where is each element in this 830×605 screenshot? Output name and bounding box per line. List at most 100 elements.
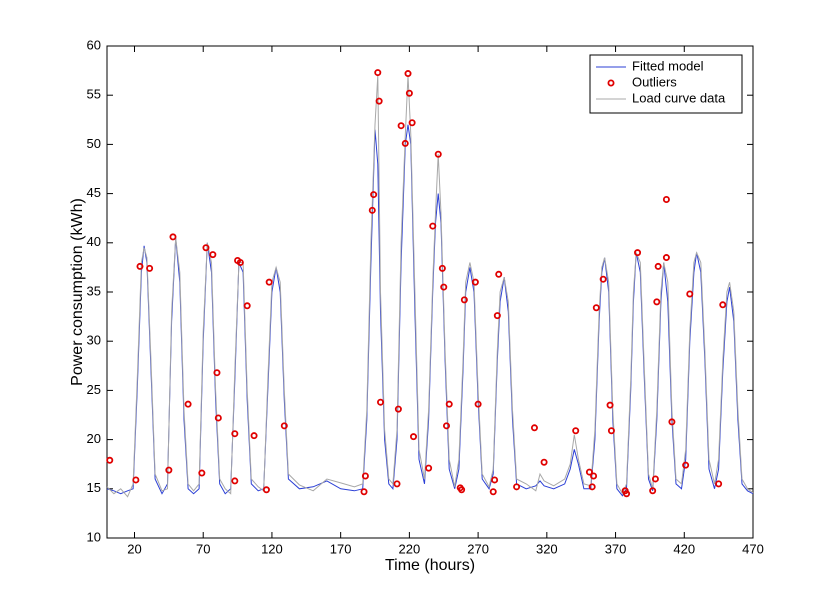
x-tick-label: 170 xyxy=(330,541,352,556)
outlier-marker xyxy=(649,487,657,495)
y-tick-label: 10 xyxy=(87,529,101,544)
outlier-marker xyxy=(213,369,221,377)
outlier-marker xyxy=(668,418,676,426)
outlier-marker xyxy=(360,488,368,496)
outlier-marker xyxy=(408,119,416,127)
outlier-marker xyxy=(572,427,580,435)
outlier-marker xyxy=(445,400,453,408)
outlier-marker xyxy=(513,483,521,491)
y-tick-label: 60 xyxy=(87,37,101,52)
outlier-marker xyxy=(493,312,501,320)
outlier-marker xyxy=(280,422,288,430)
y-tick-label: 45 xyxy=(87,185,101,200)
outlier-marker xyxy=(375,97,383,105)
outlier-marker xyxy=(590,472,598,480)
y-tick-label: 50 xyxy=(87,136,101,151)
outlier-marker xyxy=(231,430,239,438)
outlier-marker xyxy=(599,275,607,283)
outlier-marker xyxy=(585,468,593,476)
outlier-marker xyxy=(474,400,482,408)
outlier-marker xyxy=(495,270,503,278)
outlier-marker xyxy=(410,433,418,441)
outlier-marker xyxy=(425,464,433,472)
x-tick-label: 420 xyxy=(673,541,695,556)
y-tick-label: 55 xyxy=(87,87,101,102)
outlier-marker xyxy=(662,254,670,262)
outlier-marker xyxy=(214,414,222,422)
outlier-marker xyxy=(682,461,690,469)
outlier-marker xyxy=(592,304,600,312)
outlier-marker xyxy=(440,283,448,291)
legend-label: Load curve data xyxy=(632,90,726,105)
outlier-marker xyxy=(405,89,413,97)
outlier-marker xyxy=(368,206,376,214)
outlier-marker xyxy=(165,466,173,474)
outlier-marker xyxy=(429,222,437,230)
outlier-marker xyxy=(471,278,479,286)
outlier-marker xyxy=(236,258,244,266)
outlier-marker xyxy=(588,483,596,491)
legend-label: Outliers xyxy=(632,74,677,89)
outlier-marker xyxy=(654,262,662,270)
y-tick-label: 30 xyxy=(87,333,101,348)
legend-label: Fitted model xyxy=(632,58,704,73)
outlier-marker xyxy=(651,475,659,483)
outlier-marker xyxy=(106,456,114,464)
outlier-marker xyxy=(374,69,382,77)
outlier-marker xyxy=(262,486,270,494)
outlier-marker xyxy=(489,488,497,496)
outlier-marker xyxy=(686,290,694,298)
outlier-marker xyxy=(460,296,468,304)
y-tick-label: 40 xyxy=(87,234,101,249)
outlier-marker xyxy=(231,477,239,485)
x-tick-label: 470 xyxy=(742,541,764,556)
y-tick-label: 20 xyxy=(87,431,101,446)
outlier-marker xyxy=(394,405,402,413)
outlier-marker xyxy=(404,70,412,78)
outlier-marker xyxy=(530,424,538,432)
outlier-marker xyxy=(634,249,642,257)
outlier-marker xyxy=(361,472,369,480)
outlier-marker xyxy=(434,150,442,158)
outlier-marker xyxy=(377,398,385,406)
outlier-marker xyxy=(136,262,144,270)
outlier-marker xyxy=(623,490,631,498)
y-tick-label: 25 xyxy=(87,382,101,397)
x-tick-label: 20 xyxy=(127,541,141,556)
outlier-marker xyxy=(370,191,378,199)
y-axis-label: Power consumption (kWh) xyxy=(69,198,86,386)
x-tick-label: 370 xyxy=(605,541,627,556)
outlier-marker xyxy=(662,196,670,204)
outlier-marker xyxy=(209,251,217,259)
outlier-marker xyxy=(540,458,548,466)
x-tick-label: 70 xyxy=(196,541,210,556)
outlier-marker xyxy=(606,401,614,409)
y-tick-label: 15 xyxy=(87,480,101,495)
outlier-marker xyxy=(202,244,210,252)
outlier-marker xyxy=(438,264,446,272)
outlier-marker xyxy=(132,476,140,484)
outlier-marker xyxy=(719,301,727,309)
outlier-marker xyxy=(184,400,192,408)
outlier-marker xyxy=(265,278,273,286)
outlier-marker xyxy=(715,480,723,488)
outlier-marker xyxy=(397,122,405,130)
legend-marker xyxy=(607,79,615,87)
x-tick-label: 120 xyxy=(261,541,283,556)
outlier-marker xyxy=(393,480,401,488)
x-tick-label: 320 xyxy=(536,541,558,556)
outlier-marker xyxy=(169,233,177,241)
x-axis-label: Time (hours) xyxy=(385,557,475,574)
outlier-marker xyxy=(442,422,450,430)
x-tick-label: 270 xyxy=(467,541,489,556)
outlier-marker xyxy=(458,486,466,494)
plot-frame xyxy=(106,45,754,539)
outlier-marker xyxy=(491,476,499,484)
outlier-marker xyxy=(146,264,154,272)
legend-box xyxy=(589,54,743,114)
outlier-marker xyxy=(243,302,251,310)
outlier-marker xyxy=(401,139,409,147)
outlier-marker xyxy=(198,469,206,477)
x-tick-label: 220 xyxy=(399,541,421,556)
